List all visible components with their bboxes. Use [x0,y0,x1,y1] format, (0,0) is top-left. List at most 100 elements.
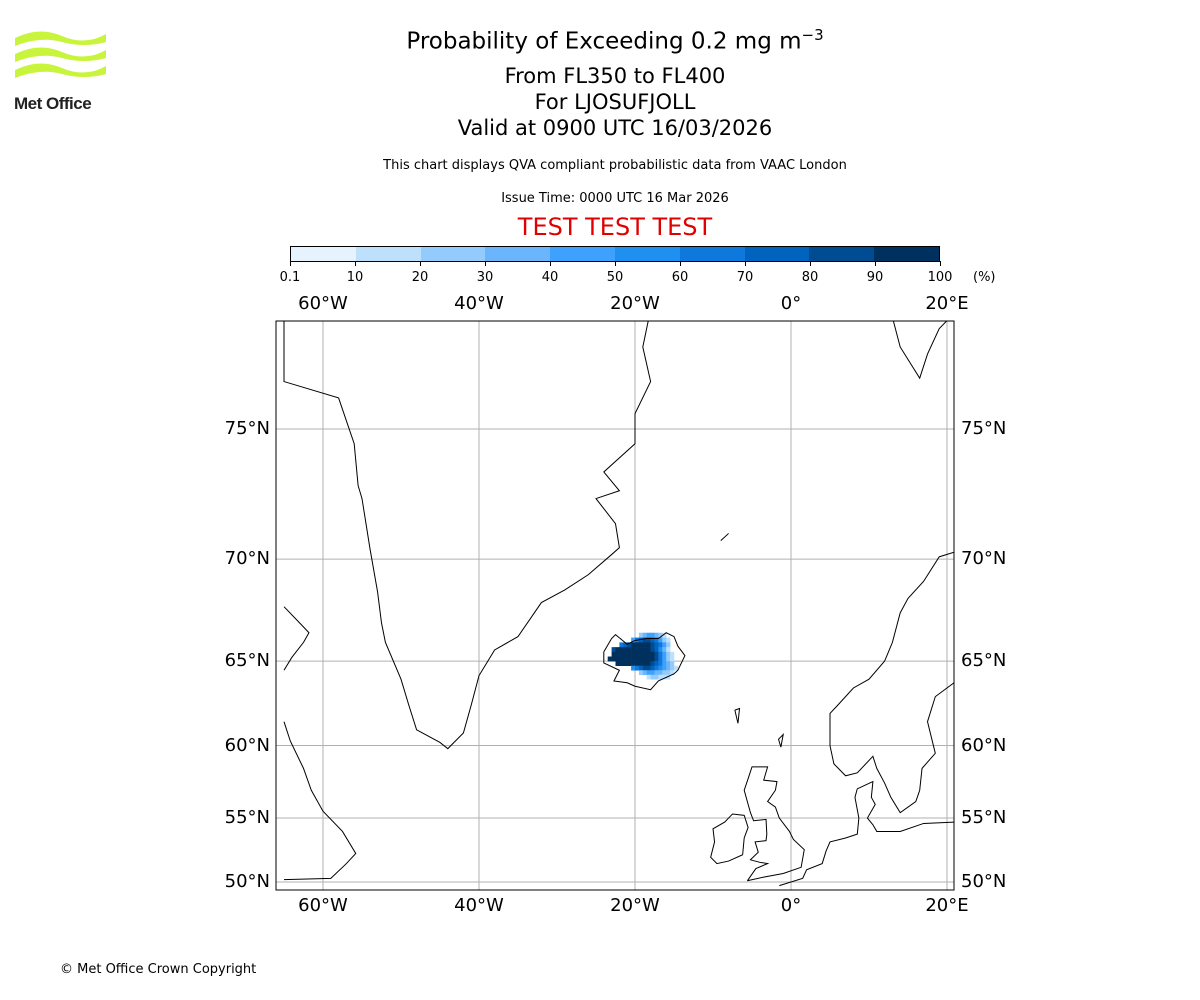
colorbar-bin [355,247,421,261]
probability-cell [662,670,667,676]
probability-cell [627,651,632,657]
colorbar-tick [680,261,681,266]
probability-cell [646,674,651,680]
probability-cell [662,656,667,662]
coastline-greenland [283,321,652,750]
probability-cell [646,651,651,657]
colorbar-tick-label: 30 [476,270,494,285]
subtitle: This chart displays QVA compliant probab… [383,158,847,173]
probability-cell [611,651,616,657]
axis-tick-label: 0° [780,895,802,916]
volcano-line: For LJOSUFJOLL [534,90,696,114]
axis-tick-label: 75°N [224,417,270,439]
colorbar-tick-label: 20 [411,270,429,285]
probability-cell [646,632,651,638]
coastline-baffin [283,606,310,671]
probability-cell [638,670,644,676]
probability-cell [670,651,675,657]
probability-cell [666,665,671,671]
colorbar-tick-label: 80 [801,270,819,285]
probability-cell [623,661,628,667]
probability-cell [658,665,663,671]
colorbar-tick [290,261,291,266]
colorbar-tick [875,261,876,266]
probability-cell [662,642,667,648]
probability-cell [642,670,647,676]
probability-cell [650,647,655,653]
colorbar-tick-label: 90 [866,270,884,285]
probability-cell [662,674,667,680]
probability-cell [615,661,620,667]
probability-cell [662,665,667,671]
probability-cell [654,637,659,643]
probability-cell [650,651,655,657]
probability-cell [654,665,659,671]
probability-cell [658,670,663,676]
colorbar-tick [550,261,551,266]
probability-cell [650,632,655,638]
probability-cell [658,656,663,662]
probability-cell [670,670,675,676]
probability-cell [658,632,663,638]
colorbar-tick-label: 100 [927,270,953,285]
probability-cell [619,651,624,657]
coastline-labrador [283,721,357,881]
probability-cell [650,642,655,648]
flight-level-line: From FL350 to FL400 [504,64,726,88]
issue-time: Issue Time: 0000 UTC 16 Mar 2026 [501,191,729,206]
probability-cell [654,670,659,676]
colorbar-tick-label: 50 [606,270,624,285]
probability-cell [654,661,659,667]
coastline-norway-sweden [829,551,954,814]
coastline-jan-mayen [720,533,729,541]
coastline-continent [779,780,954,887]
coastline-great-britain [743,766,805,882]
probability-cell [638,637,644,643]
probability-cell [638,656,644,662]
probability-cell [662,637,667,643]
probability-cell [635,661,640,667]
colorbar-bin [744,247,810,261]
logo-text: Met Office [14,94,92,113]
colorbar-bin [679,247,745,261]
probability-cell [615,656,620,662]
colorbar-tick-label: 0.1 [279,270,301,285]
probability-cell [631,656,636,662]
axis-tick-label: 0° [780,293,802,314]
probability-cell [666,661,671,667]
axis-tick-label: 55°N [224,807,270,829]
probability-cell [670,656,675,662]
colorbar-tick [355,261,356,266]
probability-cell [646,642,651,648]
title-superscript: −3 [801,26,824,44]
probability-cell [635,647,640,653]
probability-cell [638,665,644,671]
axis-tick-label: 55°N [961,807,1007,829]
met-office-waves-icon [15,31,106,78]
probability-cell [642,661,647,667]
probability-cell [642,642,647,648]
colorbar-tick [615,261,616,266]
probability-cell [662,661,667,667]
probability-cell [638,651,644,657]
probability-cell [650,670,655,676]
axis-tick-label: 50°N [224,871,270,892]
probability-cell [666,647,671,653]
map-frame [275,320,955,891]
met-office-logo: Met Office [14,28,109,113]
probability-cell [670,665,675,671]
colorbar-tick-label: 10 [346,270,364,285]
probability-cell [642,647,647,653]
axis-tick-label: 65°N [224,650,270,672]
probability-cell [650,637,655,643]
probability-cell [654,632,659,638]
colorbar-tick [940,261,941,266]
probability-cell [654,651,659,657]
colorbar-tick [485,261,486,266]
probability-cell [654,674,659,680]
probability-cell [646,670,651,676]
axis-tick-label: 60°N [224,734,270,756]
probability-cell [646,637,651,643]
coastlines [283,321,954,887]
colorbar-bin [809,247,875,261]
